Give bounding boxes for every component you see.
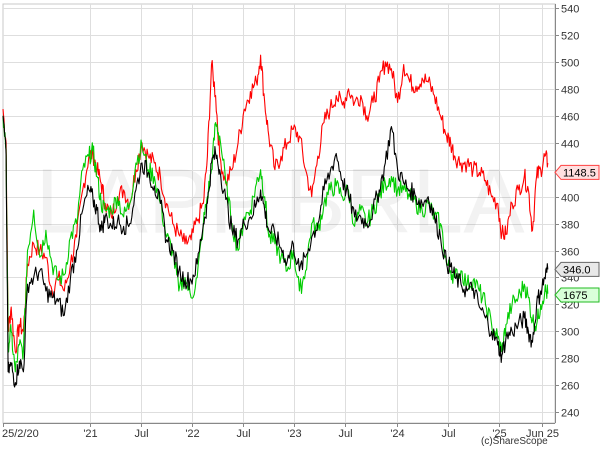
x-tick-label: 25/2/20 (2, 428, 39, 440)
x-tick-label: '22 (185, 428, 199, 440)
series-line-2 (2, 115, 549, 388)
x-tick-label: Jul (134, 428, 148, 440)
y-tick-label: 520 (561, 31, 579, 43)
watermark-text: LAPP.BRLA (35, 150, 525, 252)
x-tick-label: Jul (236, 428, 250, 440)
y-tick-label: 500 (561, 58, 579, 70)
y-tick-label: 380 (561, 220, 579, 232)
x-tick-label: '23 (287, 428, 301, 440)
x-tick-label: '24 (390, 428, 404, 440)
y-tick-label: 540 (561, 4, 579, 16)
x-tick-label: '21 (83, 428, 97, 440)
x-tick-label: '25 (492, 428, 506, 440)
x-axis: 25/2/20 '21 Jul '22 Jul '23 Jul '24 Jul '25 Jun 25 (2, 423, 559, 440)
value-tag-1: 1675 (554, 287, 600, 303)
value-tag-0: 1148.5 (554, 164, 600, 180)
y-tick-label: 360 (561, 247, 579, 259)
value-tag-label: 1148.5 (563, 167, 596, 179)
y-tick-label: 480 (561, 85, 579, 97)
value-tag-label: 346.0 (563, 264, 591, 276)
gridlines (2, 3, 556, 424)
copyright-text: (c)ShareScope (481, 436, 548, 447)
series-line-0 (2, 54, 549, 354)
value-tag-box (554, 164, 600, 180)
y-tick-label: 280 (561, 354, 579, 366)
y-tick-label: 440 (561, 139, 579, 151)
value-tag-box (554, 287, 600, 303)
y-tick-label: 240 (561, 408, 579, 420)
x-tick-label: Jun 25 (526, 428, 559, 440)
y-tick-label: 260 (561, 381, 579, 393)
y-tick-label: 300 (561, 327, 579, 339)
x-tick-label: Jul (338, 428, 352, 440)
last-value-tags: 1148.5 1675 346.0 (554, 164, 600, 303)
value-tag-2: 346.0 (554, 261, 600, 277)
x-tick-label: Jul (441, 428, 455, 440)
series-layer (2, 54, 549, 388)
y-axis: 2402602803003203403603804004204404604805… (555, 4, 579, 423)
value-tag-box (554, 261, 600, 277)
value-tag-label: 1675 (563, 290, 587, 302)
y-tick-label: 460 (561, 112, 579, 124)
y-tick-label: 400 (561, 193, 579, 205)
